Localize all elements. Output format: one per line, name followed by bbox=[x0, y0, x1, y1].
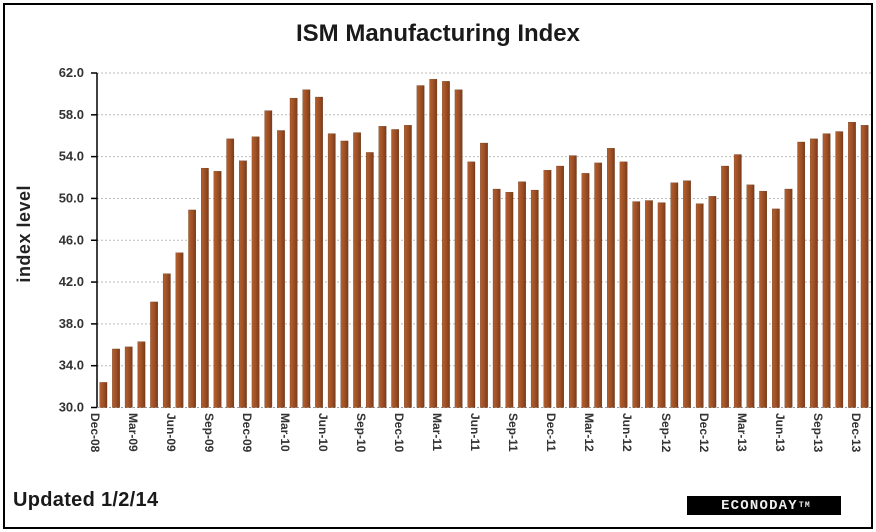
svg-text:54.0: 54.0 bbox=[59, 149, 84, 164]
svg-text:62.0: 62.0 bbox=[59, 65, 84, 80]
svg-text:30.0: 30.0 bbox=[59, 400, 84, 415]
svg-text:46.0: 46.0 bbox=[59, 232, 84, 247]
svg-text:34.0: 34.0 bbox=[59, 358, 84, 373]
svg-text:38.0: 38.0 bbox=[59, 316, 84, 331]
svg-text:58.0: 58.0 bbox=[59, 107, 84, 122]
svg-text:50.0: 50.0 bbox=[59, 190, 84, 205]
svg-text:42.0: 42.0 bbox=[59, 274, 84, 289]
